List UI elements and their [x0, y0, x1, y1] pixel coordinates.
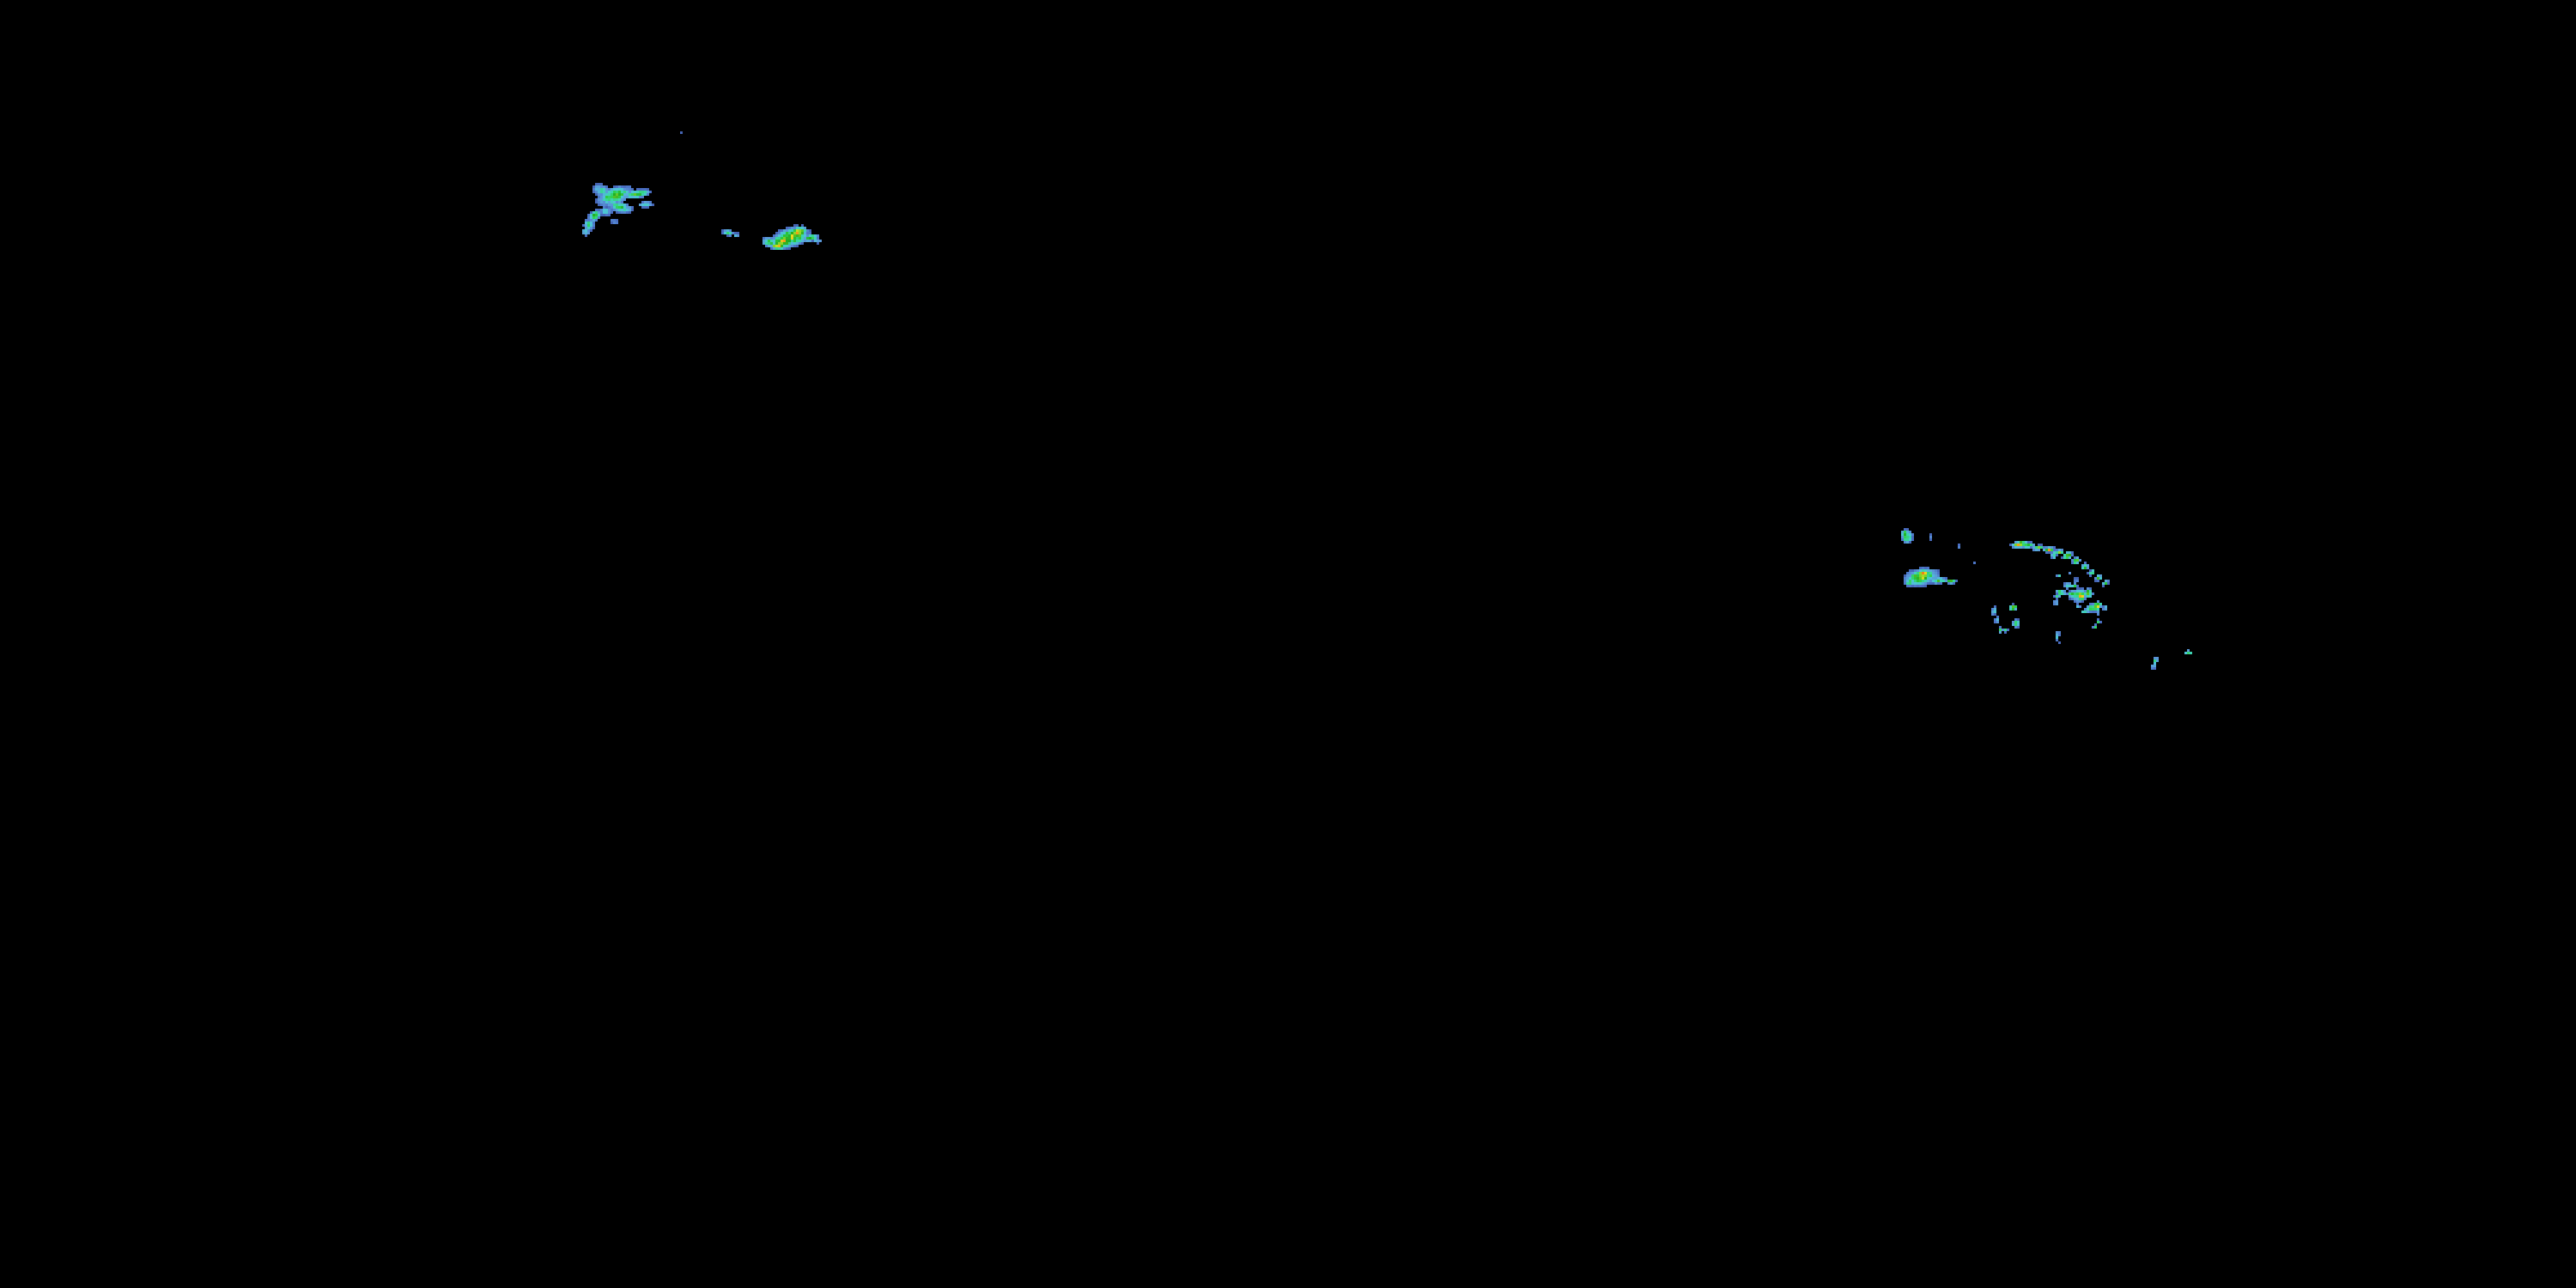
radar-viewport[interactable]: Base Reflectivity Composite dBZ [0, 0, 2576, 1288]
radar-reflectivity-canvas[interactable] [0, 0, 2576, 1288]
